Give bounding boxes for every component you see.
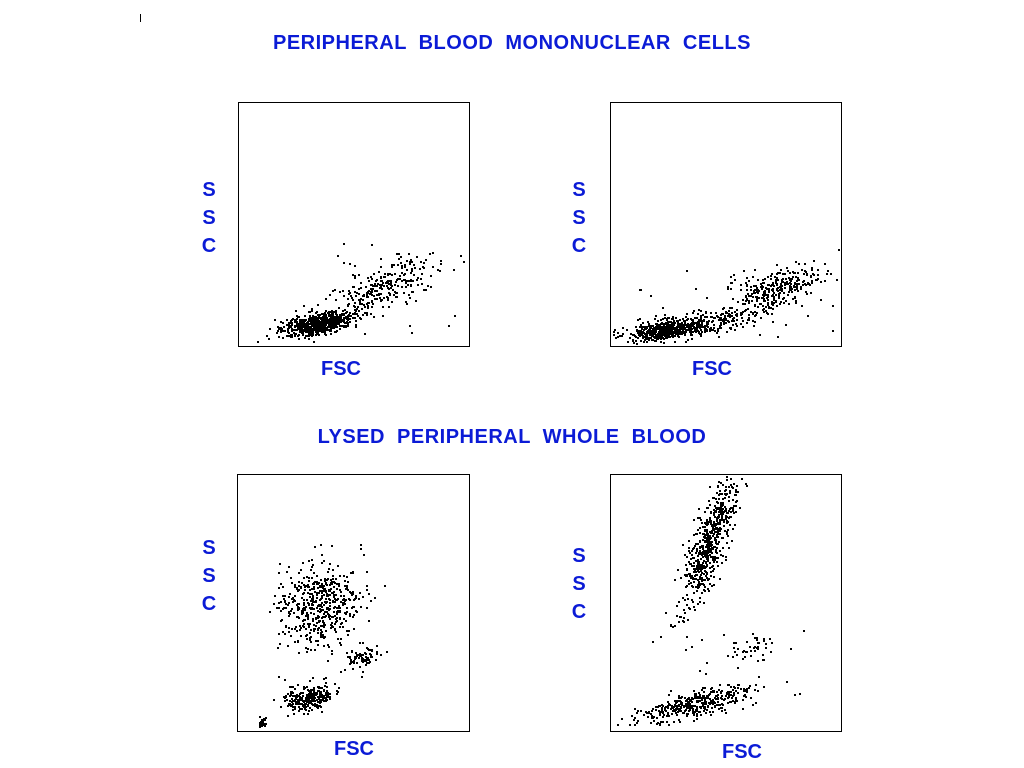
corner-tick-mark [140, 14, 141, 22]
section-title-pbmc: PERIPHERAL BLOOD MONONUCLEAR CELLS [273, 32, 751, 54]
scatter-plot-pbmc-right [610, 102, 842, 347]
scatter-dots [617, 476, 805, 726]
plot-xlabel: FSC [321, 358, 361, 380]
scatter-dots [259, 544, 388, 728]
plot-xlabel: FSC [692, 358, 732, 380]
scatter-plot-lysed-right [610, 474, 842, 732]
scatter-dots [257, 243, 465, 343]
scatter-plot-pbmc-left [238, 102, 470, 347]
scatter-dots [613, 249, 840, 345]
plot-xlabel: FSC [722, 741, 762, 763]
scatter-plot-lysed-left [237, 474, 470, 732]
section-title-lysed: LYSED PERIPHERAL WHOLE BLOOD [317, 426, 707, 448]
plot-xlabel: FSC [334, 738, 374, 760]
